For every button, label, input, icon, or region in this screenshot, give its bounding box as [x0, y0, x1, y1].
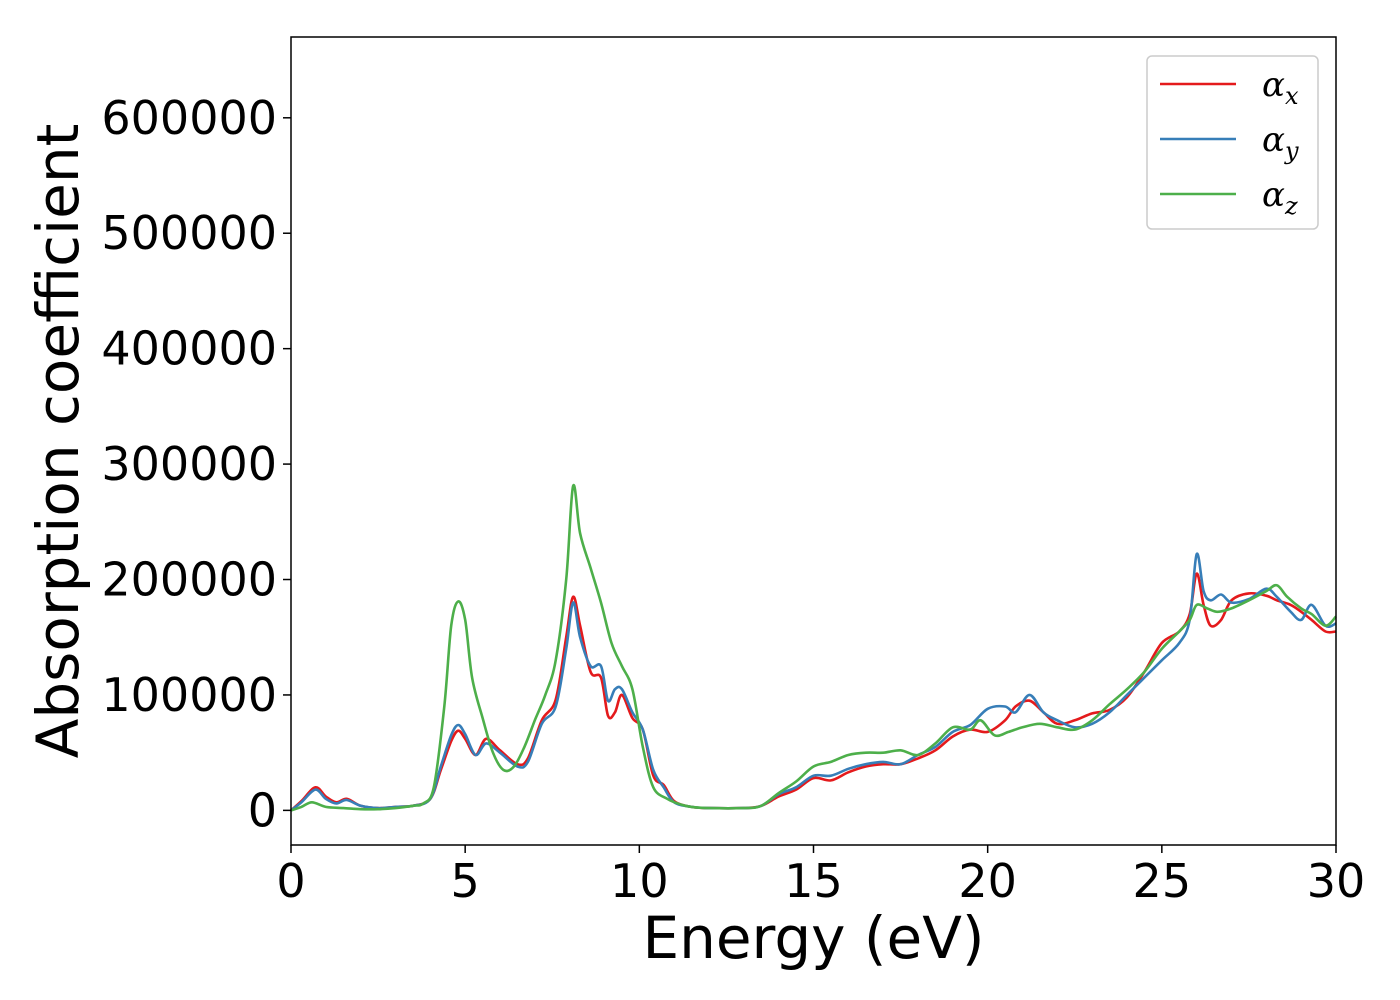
y-tick-label: 0	[248, 783, 277, 837]
x-tick-label: 0	[276, 854, 305, 908]
x-tick-label: 20	[958, 854, 1017, 908]
x-axis: 0 5 10 15 20 25 30	[276, 845, 1365, 908]
y-tick-label: 200000	[101, 553, 277, 607]
x-tick-label: 15	[784, 854, 843, 908]
y-tick-label: 600000	[101, 91, 277, 145]
y-tick-label: 100000	[101, 668, 277, 722]
y-tick-label: 300000	[101, 437, 277, 491]
legend-subscript: y	[1284, 137, 1299, 165]
y-tick-label: 400000	[101, 322, 277, 376]
x-axis-label: Energy (eV)	[642, 904, 984, 972]
series-lines	[290, 483, 1337, 812]
legend-subscript: x	[1285, 82, 1299, 110]
legend-box	[1146, 55, 1319, 230]
series-line-z	[290, 483, 1337, 812]
y-axis-label: Absorption coefficient	[24, 124, 92, 759]
y-axis: 0 100000 200000 300000 400000 500000 600000	[101, 91, 291, 837]
x-tick-label: 5	[451, 854, 480, 908]
x-tick-label: 25	[1133, 854, 1192, 908]
legend-subscript: z	[1284, 192, 1298, 220]
x-tick-label: 30	[1307, 854, 1366, 908]
x-tick-label: 10	[610, 854, 669, 908]
y-tick-label: 500000	[101, 206, 277, 260]
